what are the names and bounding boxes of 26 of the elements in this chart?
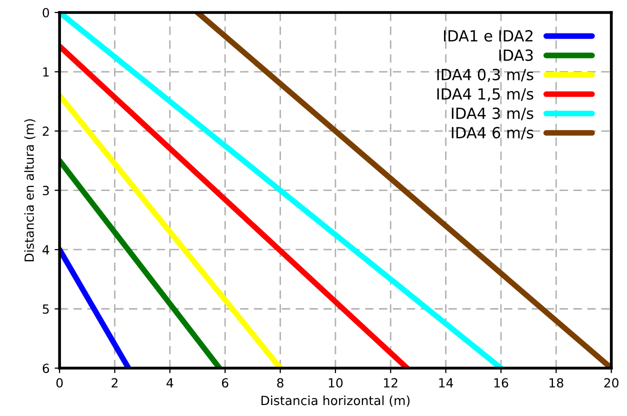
x-tick-label: 14: [439, 378, 454, 388]
x-tick-label: 2: [112, 378, 118, 388]
y-axis-title: Distancia en altura (m): [24, 119, 36, 262]
x-tick-label: 10: [328, 378, 343, 388]
legend-label: IDA1 e IDA2: [444, 30, 532, 42]
y-tick-label: 0: [42, 8, 50, 18]
x-tick-label: 4: [166, 378, 174, 388]
y-tick-label: 2: [42, 126, 49, 136]
x-tick-label: 6: [222, 378, 228, 388]
x-tick-label: 18: [550, 378, 564, 388]
legend-label: IDA3: [499, 49, 533, 61]
y-tick-label: 1: [43, 67, 49, 77]
x-tick-label: 8: [277, 378, 284, 388]
y-tick-label: 4: [42, 245, 50, 254]
y-tick-label: 3: [42, 186, 49, 196]
x-tick-label: 20: [604, 378, 618, 388]
x-tick-label: 16: [494, 378, 508, 388]
legend-label: IDA4 6 m/s: [452, 126, 534, 140]
x-axis-title: Distancia horizontal (m): [262, 396, 410, 407]
legend-label: IDA4 1,5 m/s: [437, 88, 534, 102]
y-tick-label: 6: [42, 364, 50, 374]
y-tick-label: 5: [42, 304, 49, 314]
x-tick-label: 0: [56, 378, 63, 388]
legend-label: IDA4 0,3 m/s: [437, 68, 534, 82]
x-tick-label: 12: [384, 378, 398, 388]
legend-label: IDA4 3 m/s: [452, 108, 534, 120]
